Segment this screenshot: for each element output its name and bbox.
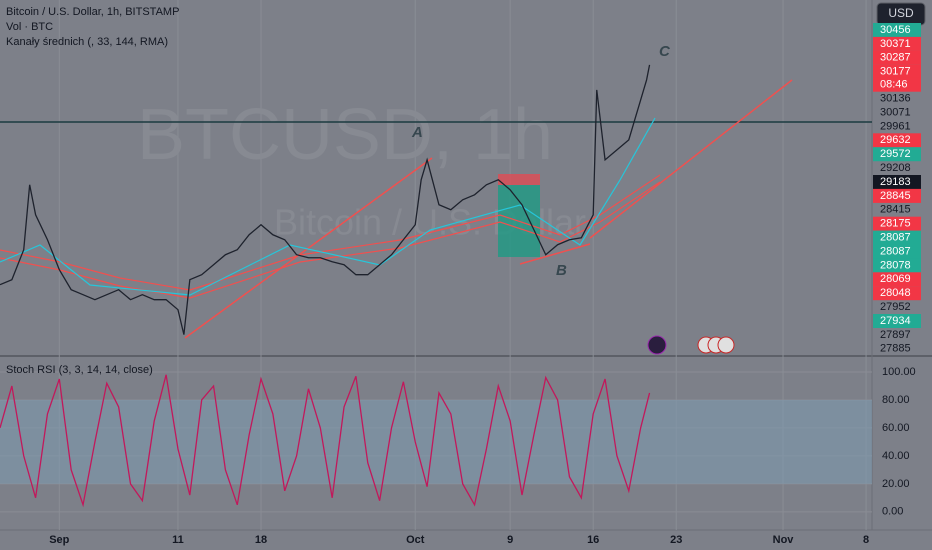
price-tag-label: 29632: [880, 134, 911, 146]
price-tag: [873, 147, 921, 162]
price-tag: [873, 314, 921, 328]
price-tag-label: 30071: [880, 106, 911, 118]
price-tag-label: 28087: [880, 232, 911, 244]
price-tag-label: 28175: [880, 218, 911, 230]
price-tag: [873, 286, 921, 301]
price-tag-label: 29572: [880, 148, 911, 160]
x-tick-label: 8: [863, 534, 869, 546]
countdown: 08:46: [880, 79, 908, 91]
y-tick-label: 20.00: [882, 478, 910, 490]
price-tag-label: 30136: [880, 93, 911, 105]
trend-line: [184, 157, 433, 339]
chart-title: Bitcoin / U.S. Dollar, 1h, BITSTAMP: [6, 6, 179, 18]
price-tag-label: 28087: [880, 245, 911, 257]
price-tag-label: 30371: [880, 38, 911, 50]
price-tag-label: 30456: [880, 24, 911, 36]
x-tick-label: 16: [587, 534, 599, 546]
price-tag: [873, 258, 921, 273]
price-tag-label: 29208: [880, 162, 911, 174]
event-icon[interactable]: [647, 335, 667, 355]
x-tick-label: 23: [670, 534, 682, 546]
trend-line: [519, 243, 591, 265]
channel-line: [0, 181, 661, 299]
y-tick-label: 40.00: [882, 450, 910, 462]
price-tag: [873, 133, 921, 148]
price-tag: [873, 36, 921, 51]
y-tick-label: 0.00: [882, 506, 903, 518]
price-tag: [873, 64, 921, 79]
countdown-tag: [873, 77, 921, 92]
price-tag: [873, 175, 921, 189]
price-tag-label: 28845: [880, 190, 911, 202]
price-tag-label: 27952: [880, 301, 911, 313]
price-tag-label: 29183: [880, 176, 911, 188]
watermark: BTCUSD, 1h: [137, 95, 553, 175]
annotation: A: [411, 124, 423, 141]
y-tick-label: 60.00: [882, 422, 910, 434]
price-tag: [873, 23, 921, 37]
price-tag-label: 28069: [880, 273, 911, 285]
price-tag-label: 30287: [880, 52, 911, 64]
price-tag-label: 28048: [880, 287, 911, 299]
price-tag-label: 27897: [880, 329, 911, 341]
price-tag-label: 28078: [880, 259, 911, 271]
series-line: [0, 374, 651, 508]
price-tag-label: 28415: [880, 204, 911, 216]
x-tick-label: 18: [255, 534, 267, 546]
annotation: B: [556, 262, 567, 279]
price-tag: [873, 230, 921, 245]
x-tick-label: 9: [507, 534, 513, 546]
price-tag: [873, 272, 921, 287]
position-box: [498, 174, 540, 185]
channel-line: [0, 174, 661, 291]
price-tag-label: 29961: [880, 120, 911, 132]
price-tag-label: 27885: [880, 343, 911, 355]
price-tag: [873, 216, 921, 231]
y-tick-label: 80.00: [882, 394, 910, 406]
event-icon[interactable]: [717, 336, 735, 354]
x-tick-label: 11: [172, 534, 184, 546]
indicator-title: Stoch RSI (3, 3, 14, 14, close): [6, 364, 153, 376]
subtitle: Kanały średnich (, 33, 144, RMA): [6, 36, 168, 48]
price-tag: [873, 50, 921, 65]
price-tag: [873, 244, 921, 259]
trend-line: [589, 79, 793, 239]
subtitle: Vol · BTC: [6, 21, 53, 33]
price-tag-label: 27934: [880, 315, 911, 327]
x-tick-label: Sep: [49, 534, 69, 546]
x-tick-label: Nov: [773, 534, 795, 546]
y-tick-label: 100.00: [882, 366, 916, 378]
x-tick-label: Oct: [406, 534, 425, 546]
price-tag-label: 30177: [880, 66, 911, 78]
series-line: [0, 64, 651, 335]
annotation: C: [659, 43, 671, 60]
price-tag: [873, 188, 921, 203]
currency-label[interactable]: USD: [888, 6, 914, 20]
